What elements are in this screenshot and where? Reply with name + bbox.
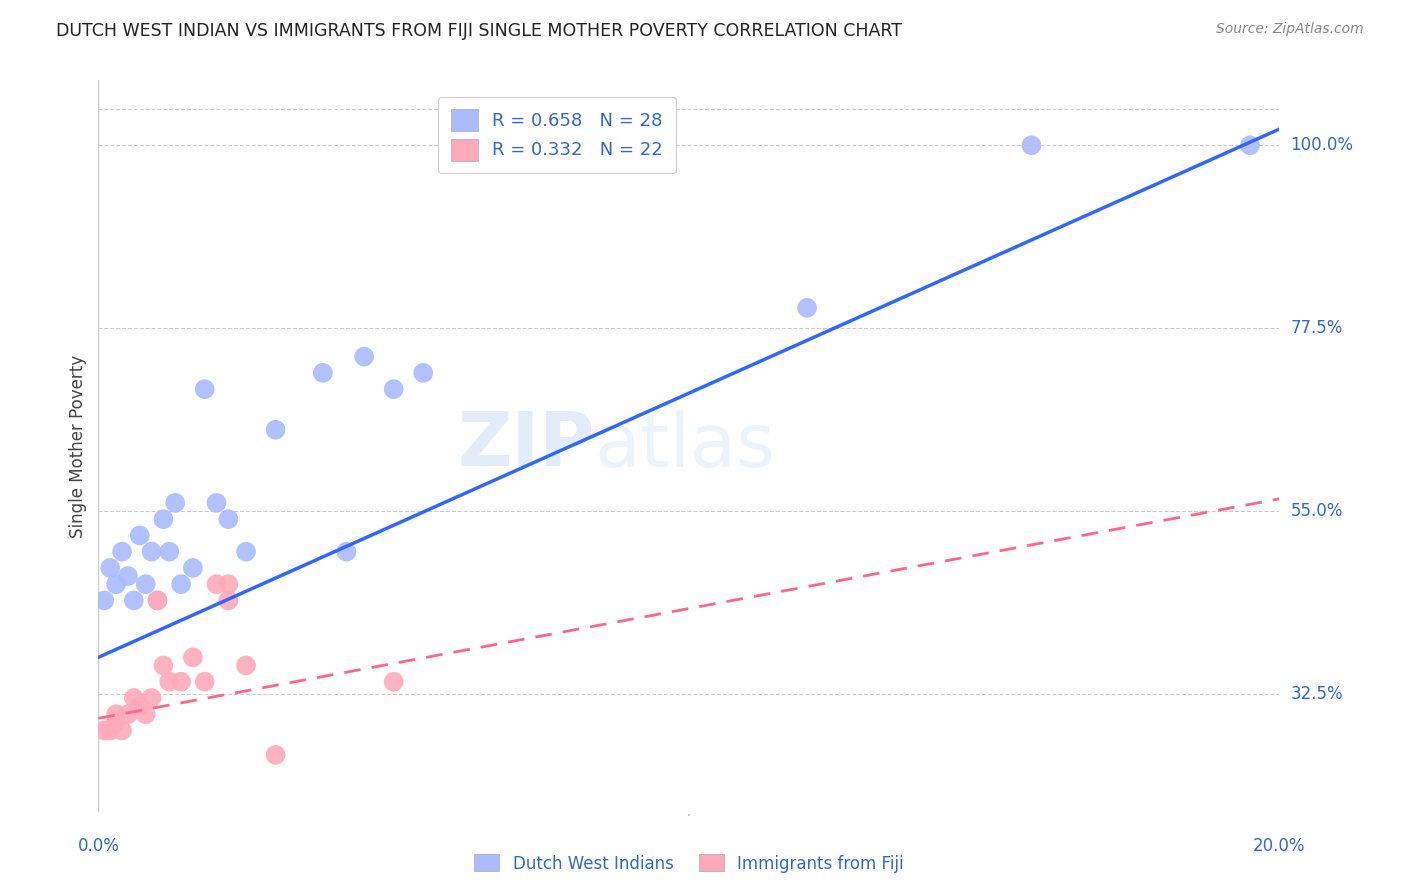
- Point: [382, 382, 405, 396]
- Point: [128, 699, 150, 714]
- Point: [264, 423, 287, 437]
- Point: [181, 561, 204, 575]
- Point: [264, 747, 287, 762]
- Text: Source: ZipAtlas.com: Source: ZipAtlas.com: [1216, 22, 1364, 37]
- Point: [122, 690, 145, 705]
- Point: [152, 658, 174, 673]
- Point: [93, 723, 115, 738]
- Point: [111, 544, 134, 558]
- Point: [1239, 138, 1261, 153]
- Legend: Dutch West Indians, Immigrants from Fiji: Dutch West Indians, Immigrants from Fiji: [468, 847, 910, 880]
- Point: [117, 707, 139, 722]
- Point: [135, 577, 157, 591]
- Text: DUTCH WEST INDIAN VS IMMIGRANTS FROM FIJI SINGLE MOTHER POVERTY CORRELATION CHAR: DUTCH WEST INDIAN VS IMMIGRANTS FROM FIJ…: [56, 22, 903, 40]
- Text: 100.0%: 100.0%: [1291, 136, 1354, 154]
- Point: [122, 593, 145, 607]
- Point: [194, 382, 217, 396]
- Point: [157, 674, 180, 689]
- Point: [141, 544, 163, 558]
- Text: 0.0%: 0.0%: [77, 837, 120, 855]
- Legend: R = 0.658   N = 28, R = 0.332   N = 22: R = 0.658 N = 28, R = 0.332 N = 22: [439, 96, 676, 173]
- Point: [796, 301, 818, 315]
- Point: [312, 366, 335, 380]
- Point: [412, 366, 434, 380]
- Point: [105, 577, 128, 591]
- Text: 77.5%: 77.5%: [1291, 319, 1343, 337]
- Point: [146, 593, 169, 607]
- Text: 55.0%: 55.0%: [1291, 502, 1343, 520]
- Point: [235, 544, 257, 558]
- Point: [93, 593, 115, 607]
- Point: [170, 577, 193, 591]
- Point: [235, 658, 257, 673]
- Text: 32.5%: 32.5%: [1291, 685, 1343, 703]
- Point: [98, 561, 121, 575]
- Point: [98, 723, 121, 738]
- Point: [105, 715, 128, 730]
- Point: [128, 528, 150, 542]
- Y-axis label: Single Mother Poverty: Single Mother Poverty: [69, 354, 87, 538]
- Point: [353, 350, 375, 364]
- Point: [146, 593, 169, 607]
- Point: [205, 577, 228, 591]
- Point: [382, 674, 405, 689]
- Point: [217, 577, 239, 591]
- Point: [141, 690, 163, 705]
- Point: [217, 593, 239, 607]
- Point: [205, 496, 228, 510]
- Point: [157, 544, 180, 558]
- Point: [1021, 138, 1043, 153]
- Point: [111, 723, 134, 738]
- Point: [217, 512, 239, 526]
- Point: [194, 674, 217, 689]
- Point: [117, 569, 139, 583]
- Point: [335, 544, 357, 558]
- Point: [105, 707, 128, 722]
- Point: [181, 650, 204, 665]
- Text: ZIP: ZIP: [457, 409, 595, 483]
- Point: [165, 496, 187, 510]
- Point: [170, 674, 193, 689]
- Text: 20.0%: 20.0%: [1253, 837, 1306, 855]
- Text: atlas: atlas: [595, 409, 776, 483]
- Point: [135, 707, 157, 722]
- Point: [152, 512, 174, 526]
